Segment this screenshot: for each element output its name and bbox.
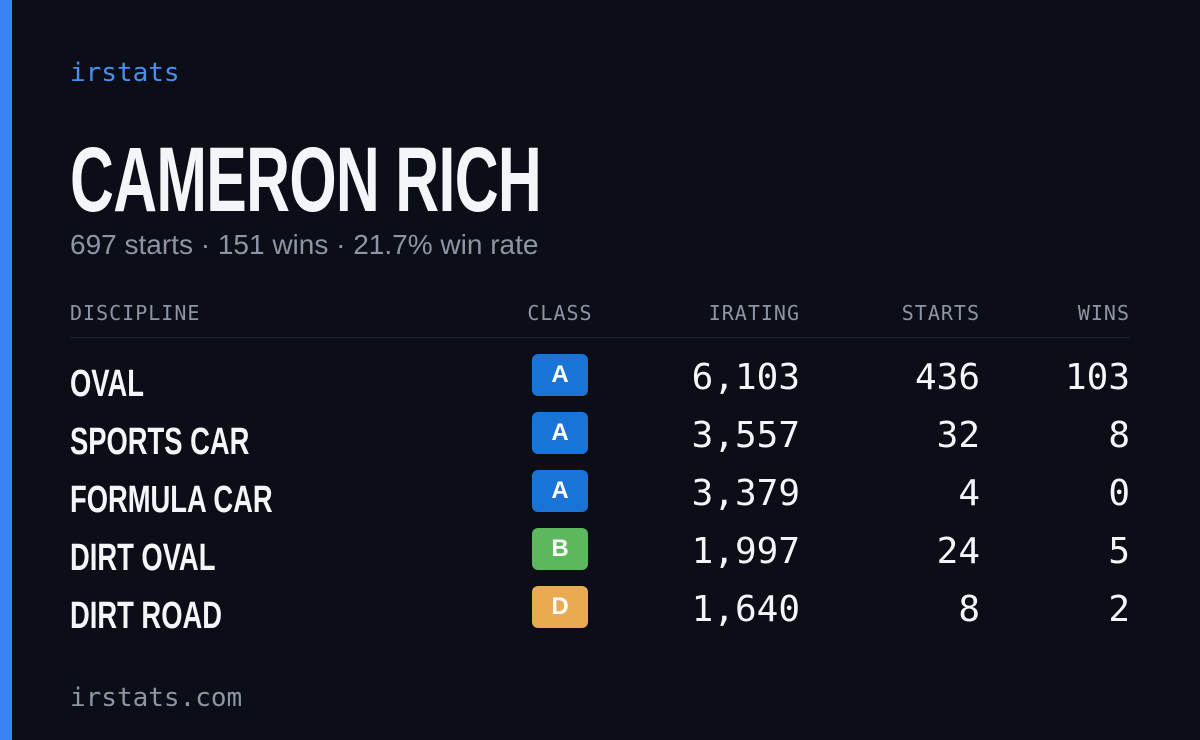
discipline: FORMULA CAR xyxy=(70,479,273,521)
class-badge: A xyxy=(532,354,588,396)
column-header: STARTS xyxy=(901,301,980,325)
class-badge: B xyxy=(532,528,588,570)
irating: 1,640 xyxy=(691,589,800,630)
discipline: DIRT ROAD xyxy=(70,595,222,637)
footer: irstats.com xyxy=(70,683,243,713)
starts: 4 xyxy=(958,473,980,514)
discipline: OVAL xyxy=(70,363,144,405)
irating: 6,103 xyxy=(691,357,800,398)
brand: irstats xyxy=(70,58,180,88)
column-header: CLASS xyxy=(527,301,593,325)
wins: 0 xyxy=(1108,473,1130,514)
irating: 3,379 xyxy=(691,473,800,514)
starts: 24 xyxy=(936,531,980,572)
wins: 2 xyxy=(1108,589,1130,630)
wins: 103 xyxy=(1064,357,1130,398)
irating: 1,997 xyxy=(691,531,800,572)
accent-bar xyxy=(0,0,12,740)
wins: 5 xyxy=(1108,531,1130,572)
starts: 32 xyxy=(936,415,980,456)
starts: 436 xyxy=(914,357,980,398)
discipline: DIRT OVAL xyxy=(70,537,216,579)
wins: 8 xyxy=(1108,415,1130,456)
header-rule xyxy=(70,337,1130,338)
driver-name: CAMERON RICH xyxy=(70,129,542,231)
discipline: SPORTS CAR xyxy=(70,421,250,463)
class-badge: D xyxy=(532,586,588,628)
class-badge: A xyxy=(532,412,588,454)
class-badge: A xyxy=(532,470,588,512)
irating: 3,557 xyxy=(691,415,800,456)
column-header: IRATING xyxy=(708,301,800,325)
column-header: WINS xyxy=(1077,301,1130,325)
summary: 697 starts · 151 wins · 21.7% win rate xyxy=(70,229,539,260)
starts: 8 xyxy=(958,589,980,630)
column-header: DISCIPLINE xyxy=(70,301,201,325)
